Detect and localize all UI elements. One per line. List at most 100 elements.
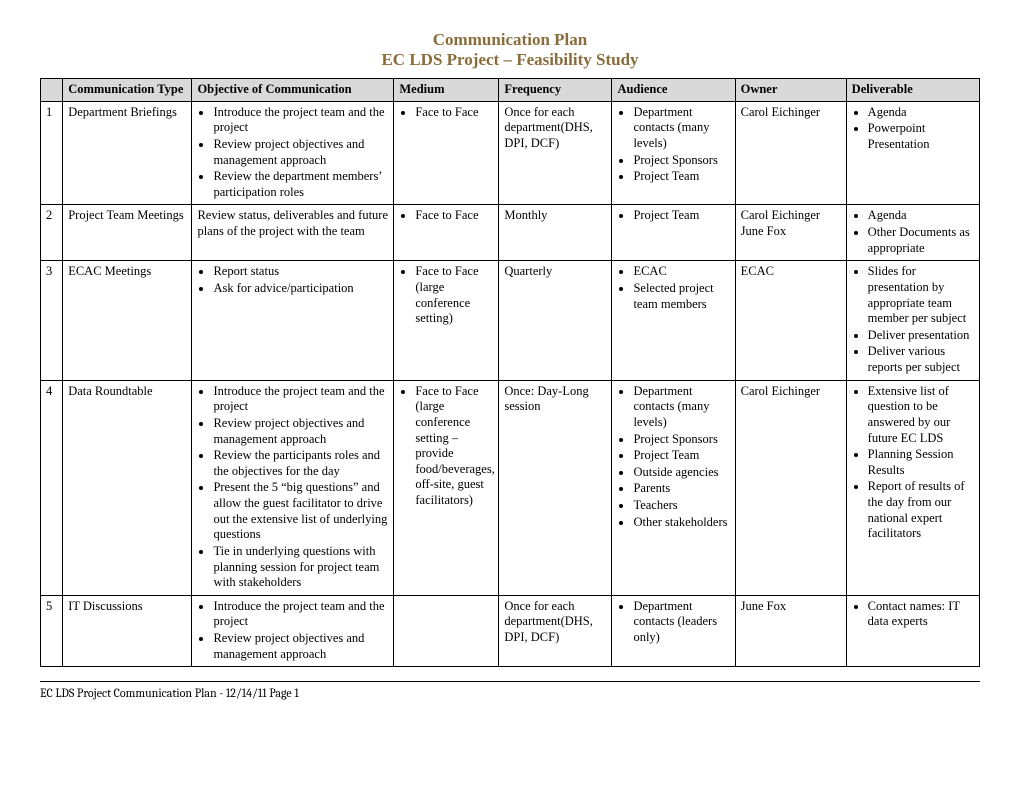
cell-num: 1 bbox=[41, 101, 63, 205]
cell-num: 5 bbox=[41, 595, 63, 667]
list-item: Face to Face (large conference setting –… bbox=[415, 384, 493, 509]
cell-deliverable: Slides for presentation by appropriate t… bbox=[846, 261, 979, 380]
table-header: Communication Type Objective of Communic… bbox=[41, 79, 980, 102]
list-item: Tie in underlying questions with plannin… bbox=[213, 544, 388, 591]
list-item: Contact names: IT data experts bbox=[868, 599, 974, 630]
list-item: Report status bbox=[213, 264, 388, 280]
list-item: Powerpoint Presentation bbox=[868, 121, 974, 152]
cell-audience: Department contacts (leaders only) bbox=[612, 595, 735, 667]
table-row: 5IT DiscussionsIntroduce the project tea… bbox=[41, 595, 980, 667]
cell-medium: Face to Face bbox=[394, 205, 499, 261]
cell-owner: June Fox bbox=[735, 595, 846, 667]
col-audience: Audience bbox=[612, 79, 735, 102]
list-item: Other Documents as appropriate bbox=[868, 225, 974, 256]
cell-medium: Face to Face bbox=[394, 101, 499, 205]
footer-rule bbox=[40, 681, 980, 682]
list-item: Present the 5 “big questions” and allow … bbox=[213, 480, 388, 543]
list-item: Face to Face bbox=[415, 105, 493, 121]
list-item: Parents bbox=[633, 481, 729, 497]
title-block: Communication Plan EC LDS Project – Feas… bbox=[40, 30, 980, 70]
table-row: 3ECAC MeetingsReport statusAsk for advic… bbox=[41, 261, 980, 380]
cell-frequency: Quarterly bbox=[499, 261, 612, 380]
list-item: Project Sponsors bbox=[633, 432, 729, 448]
list-item: Department contacts (many levels) bbox=[633, 105, 729, 152]
list-item: Department contacts (leaders only) bbox=[633, 599, 729, 646]
communication-plan-table: Communication Type Objective of Communic… bbox=[40, 78, 980, 667]
list-item: Introduce the project team and the proje… bbox=[213, 105, 388, 136]
cell-medium bbox=[394, 595, 499, 667]
list-item: Face to Face (large conference setting) bbox=[415, 264, 493, 327]
list-item: Department contacts (many levels) bbox=[633, 384, 729, 431]
list-item: Review project objectives and management… bbox=[213, 416, 388, 447]
list-item: Review the participants roles and the ob… bbox=[213, 448, 388, 479]
cell-deliverable: Contact names: IT data experts bbox=[846, 595, 979, 667]
col-owner: Owner bbox=[735, 79, 846, 102]
table-body: 1Department Briefings Introduce the proje… bbox=[41, 101, 980, 667]
cell-type: ECAC Meetings bbox=[63, 261, 192, 380]
cell-owner: Carol Eichinger bbox=[735, 380, 846, 595]
title-line-2: EC LDS Project – Feasibility Study bbox=[40, 50, 980, 70]
list-item: Project Team bbox=[633, 169, 729, 185]
cell-owner: Carol Eichinger bbox=[735, 101, 846, 205]
col-objective: Objective of Communication bbox=[192, 79, 394, 102]
cell-audience: Department contacts (many levels)Project… bbox=[612, 101, 735, 205]
cell-frequency: Monthly bbox=[499, 205, 612, 261]
list-item: Project Team bbox=[633, 448, 729, 464]
list-item: Extensive list of question to be answere… bbox=[868, 384, 974, 447]
cell-type: Project Team Meetings bbox=[63, 205, 192, 261]
list-item: Agenda bbox=[868, 208, 974, 224]
list-item: Introduce the project team and the proje… bbox=[213, 384, 388, 415]
cell-deliverable: AgendaOther Documents as appropriate bbox=[846, 205, 979, 261]
cell-frequency: Once for each department(DHS, DPI, DCF) bbox=[499, 101, 612, 205]
list-item: Outside agencies bbox=[633, 465, 729, 481]
list-item: Project Sponsors bbox=[633, 153, 729, 169]
list-item: Report of results of the day from our na… bbox=[868, 479, 974, 542]
cell-frequency: Once: Day-Long session bbox=[499, 380, 612, 595]
cell-medium: Face to Face (large conference setting –… bbox=[394, 380, 499, 595]
page-footer: EC LDS Project Communication Plan - 12/1… bbox=[40, 686, 980, 700]
cell-frequency: Once for each department(DHS, DPI, DCF) bbox=[499, 595, 612, 667]
title-line-1: Communication Plan bbox=[40, 30, 980, 50]
list-item: ECAC bbox=[633, 264, 729, 280]
col-deliverable: Deliverable bbox=[846, 79, 979, 102]
list-item: Slides for presentation by appropriate t… bbox=[868, 264, 974, 327]
cell-audience: Department contacts (many levels)Project… bbox=[612, 380, 735, 595]
list-item: Teachers bbox=[633, 498, 729, 514]
cell-audience: Project Team bbox=[612, 205, 735, 261]
table-row: 2Project Team MeetingsReview status, del… bbox=[41, 205, 980, 261]
list-item: Selected project team members bbox=[633, 281, 729, 312]
list-item: Deliver various reports per subject bbox=[868, 344, 974, 375]
col-type: Communication Type bbox=[63, 79, 192, 102]
list-item: Review project objectives and management… bbox=[213, 137, 388, 168]
list-item: Other stakeholders bbox=[633, 515, 729, 531]
col-medium: Medium bbox=[394, 79, 499, 102]
list-item: Project Team bbox=[633, 208, 729, 224]
cell-medium: Face to Face (large conference setting) bbox=[394, 261, 499, 380]
cell-objective: Report statusAsk for advice/participatio… bbox=[192, 261, 394, 380]
table-row: 1Department Briefings Introduce the proje… bbox=[41, 101, 980, 205]
list-item: Deliver presentation bbox=[868, 328, 974, 344]
cell-num: 2 bbox=[41, 205, 63, 261]
cell-objective: Review status, deliverables and future p… bbox=[192, 205, 394, 261]
cell-num: 3 bbox=[41, 261, 63, 380]
cell-deliverable: Extensive list of question to be answere… bbox=[846, 380, 979, 595]
list-item: Agenda bbox=[868, 105, 974, 121]
list-item: Ask for advice/participation bbox=[213, 281, 388, 297]
cell-objective: Introduce the project team and the proje… bbox=[192, 380, 394, 595]
cell-deliverable: AgendaPowerpoint Presentation bbox=[846, 101, 979, 205]
cell-type: IT Discussions bbox=[63, 595, 192, 667]
list-item: Review project objectives and management… bbox=[213, 631, 388, 662]
cell-objective: Introduce the project team and the proje… bbox=[192, 595, 394, 667]
cell-type: Department Briefings bbox=[63, 101, 192, 205]
cell-objective: Introduce the project team and the proje… bbox=[192, 101, 394, 205]
col-frequency: Frequency bbox=[499, 79, 612, 102]
list-item: Review the department members’ participa… bbox=[213, 169, 388, 200]
cell-owner: ECAC bbox=[735, 261, 846, 380]
table-row: 4Data Roundtable Introduce the project te… bbox=[41, 380, 980, 595]
cell-type: Data Roundtable bbox=[63, 380, 192, 595]
cell-owner: Carol Eichinger June Fox bbox=[735, 205, 846, 261]
col-num bbox=[41, 79, 63, 102]
list-item: Planning Session Results bbox=[868, 447, 974, 478]
cell-num: 4 bbox=[41, 380, 63, 595]
cell-audience: ECACSelected project team members bbox=[612, 261, 735, 380]
